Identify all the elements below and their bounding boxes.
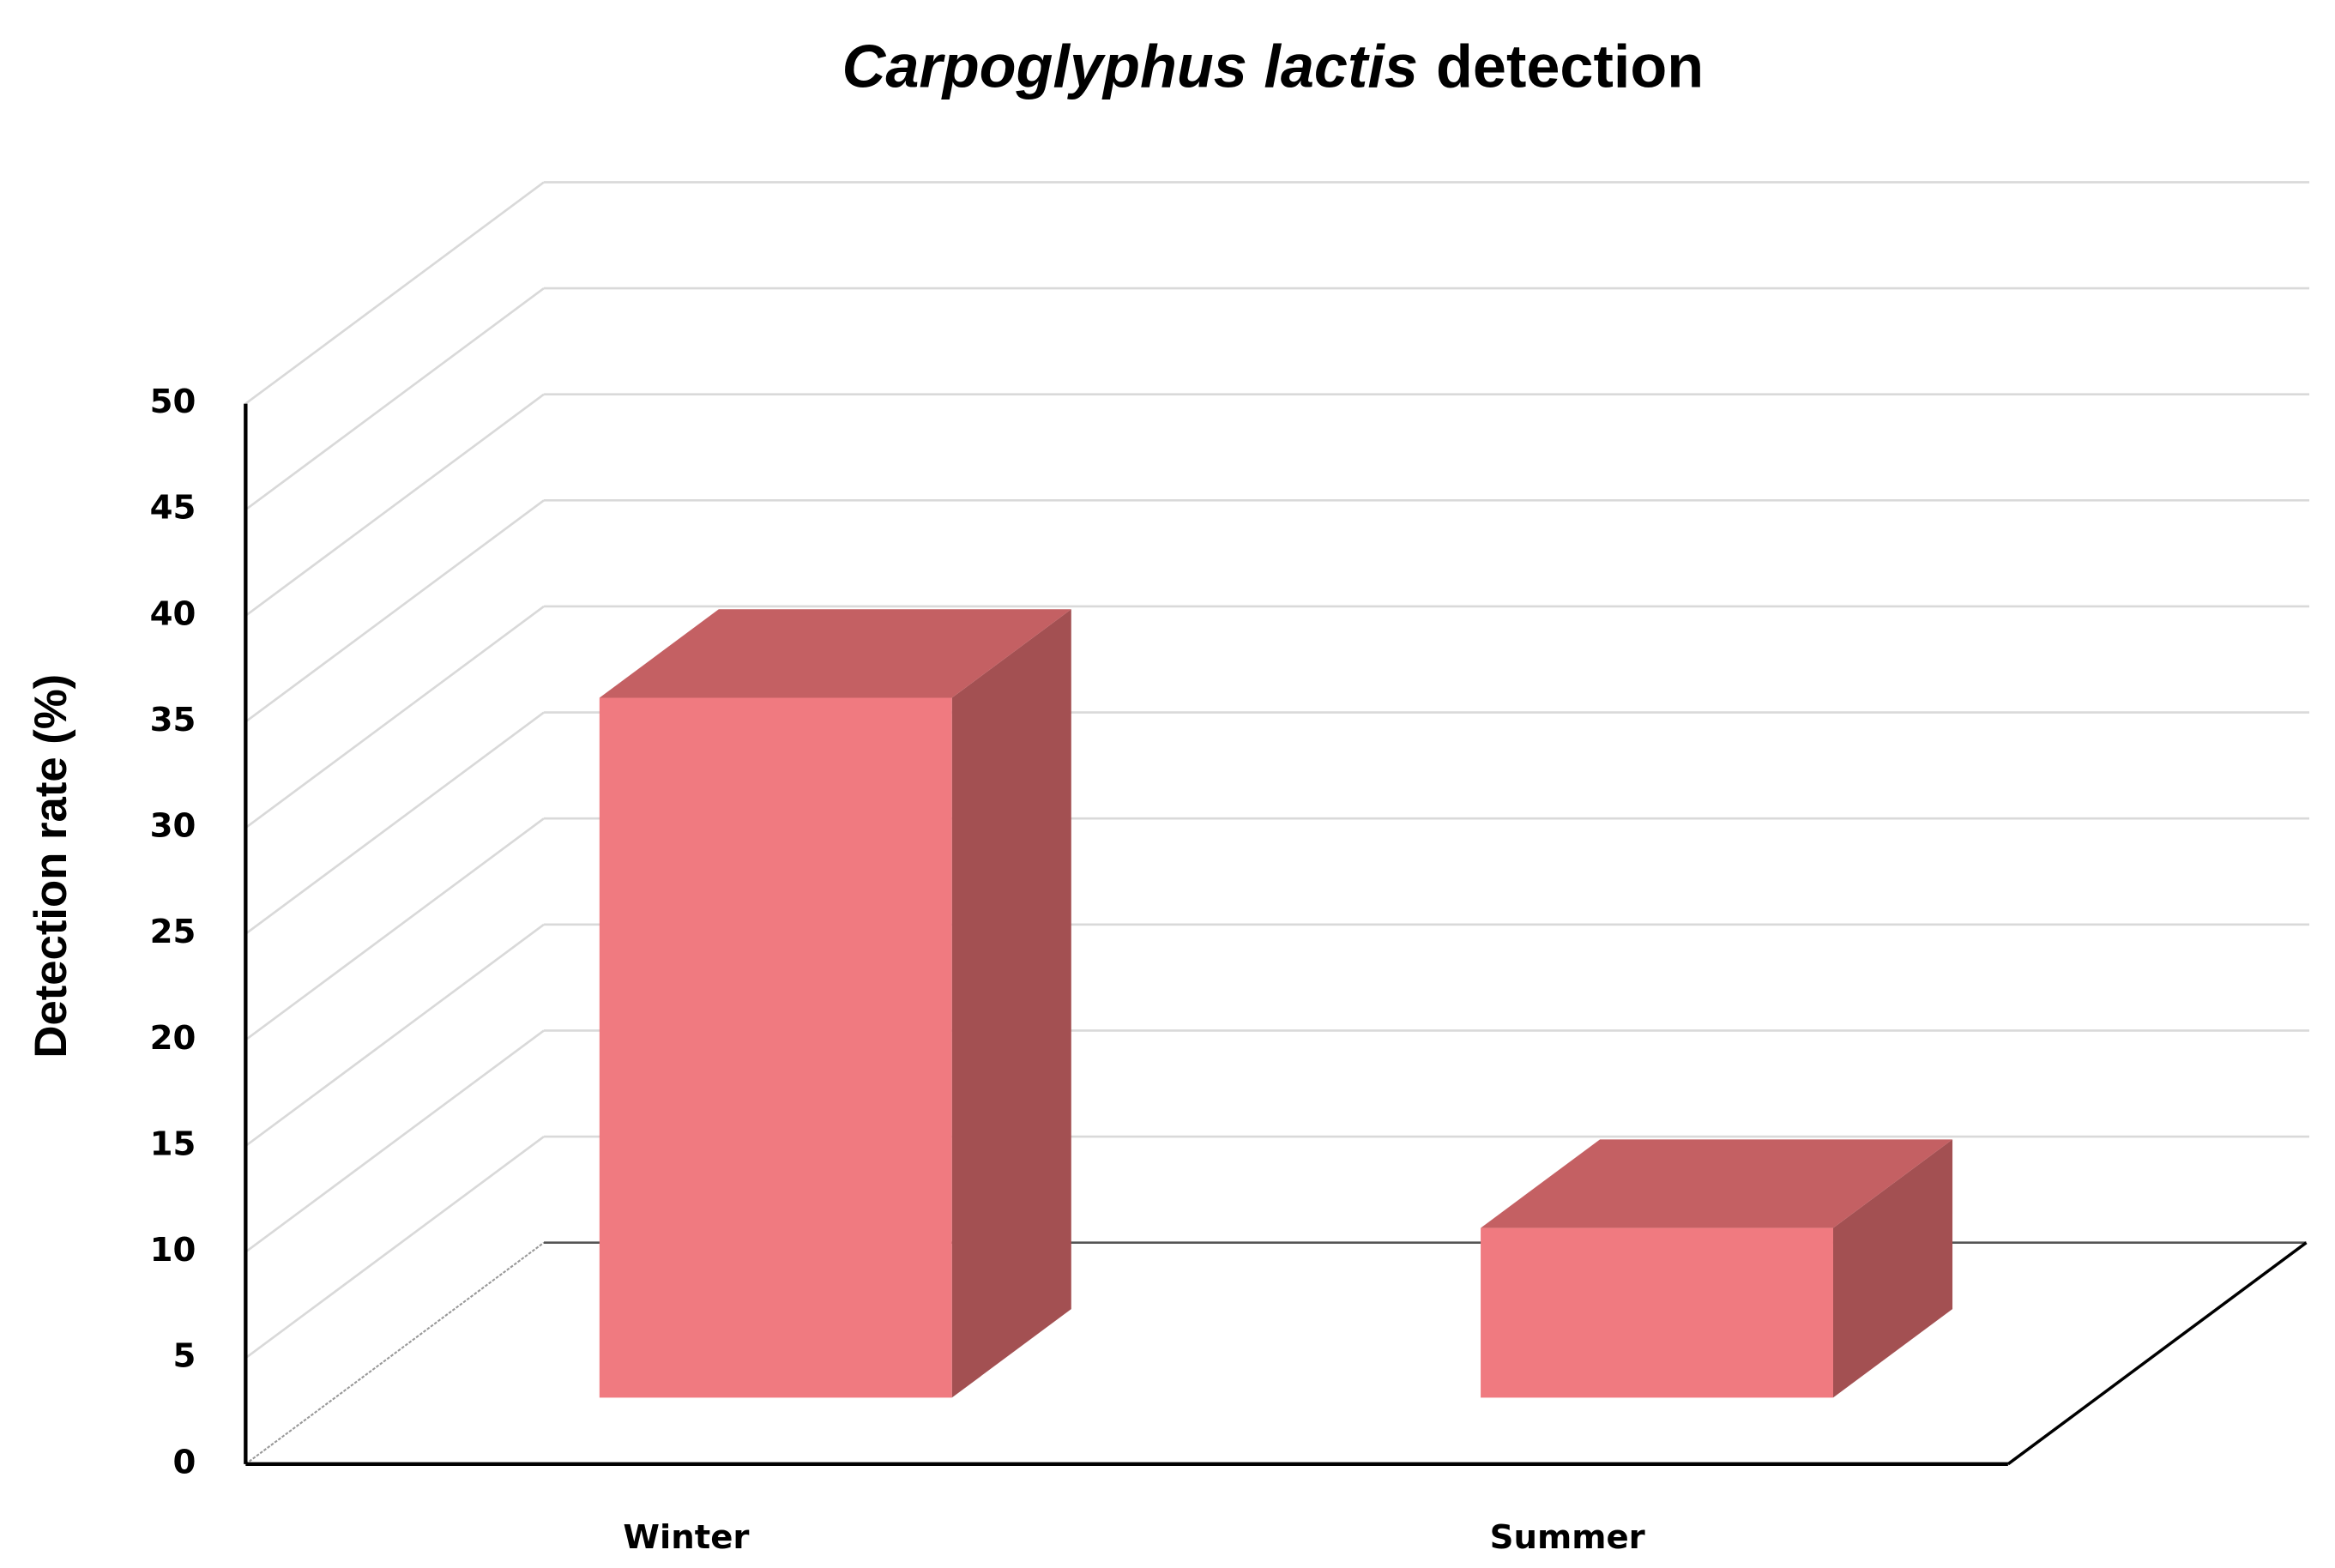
- grid-line: [244, 287, 545, 511]
- y-tick-label: 40: [150, 594, 196, 633]
- x-tick-label: Winter: [623, 1518, 749, 1557]
- grid-line: [244, 499, 545, 723]
- grid-line: [244, 181, 545, 405]
- grid-line: [244, 923, 545, 1148]
- y-axis-label: Detection rate (%): [26, 674, 76, 1058]
- y-tick-label: 10: [150, 1231, 196, 1269]
- y-tick-label: 25: [150, 913, 196, 951]
- y-tick-label: 20: [150, 1019, 196, 1058]
- grid-line: [244, 711, 545, 935]
- y-tick-label: 0: [172, 1443, 196, 1481]
- floor-right: [2006, 1241, 2308, 1466]
- bar-top: [599, 609, 1071, 698]
- y-tick-label: 35: [150, 701, 196, 739]
- grid-line: [244, 1136, 545, 1360]
- bar-top: [1481, 1139, 1953, 1228]
- y-tick-label: 30: [150, 807, 196, 846]
- y-tick-label: 45: [150, 489, 196, 528]
- chart-title: Carpoglyphus lactis detection: [842, 32, 1704, 100]
- bar-side: [951, 609, 1071, 1398]
- grid-line: [244, 1029, 545, 1253]
- grid-line: [244, 605, 545, 829]
- grid-line: [244, 393, 545, 617]
- y-tick-label: 5: [172, 1337, 196, 1376]
- floor-side: [244, 1241, 545, 1465]
- title-rest: detection: [1436, 32, 1704, 100]
- grid-line: [244, 817, 545, 1041]
- title-italic: Carpoglyphus lactis: [842, 32, 1418, 100]
- bar-side: [1832, 1139, 1953, 1398]
- y-tick-label: 50: [150, 383, 196, 421]
- bar: [599, 697, 952, 1398]
- x-tick-label: Summer: [1490, 1518, 1645, 1557]
- bar: [1481, 1227, 1833, 1398]
- y-tick-label: 15: [150, 1125, 196, 1163]
